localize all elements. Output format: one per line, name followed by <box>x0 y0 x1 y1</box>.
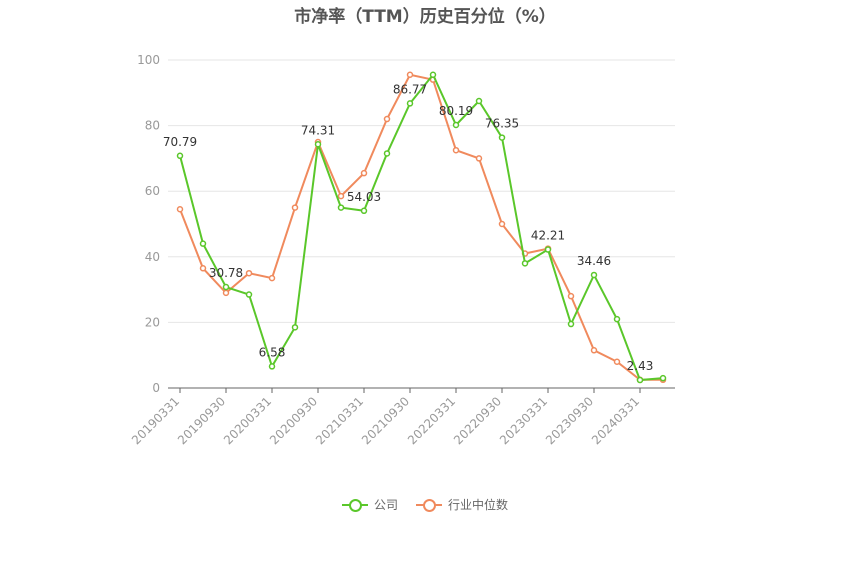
data-point[interactable] <box>268 363 276 370</box>
x-tick-label: 20230930 <box>543 394 596 447</box>
x-tick-label: 20200930 <box>267 394 320 447</box>
x-tick-label: 20230331 <box>497 394 550 447</box>
data-label: 2.43 <box>627 359 654 373</box>
data-point[interactable] <box>222 283 230 291</box>
data-point[interactable] <box>360 169 368 177</box>
data-label: 74.31 <box>301 123 335 137</box>
legend-item-industry-median[interactable]: 行业中位数 <box>416 496 508 513</box>
x-tick-label: 20210331 <box>313 394 366 447</box>
data-point[interactable] <box>245 291 253 298</box>
x-tick-label: 20240331 <box>589 394 642 447</box>
data-point[interactable] <box>567 320 575 328</box>
axes: 0 20 40 60 80 100 2019033120190930202003312020… <box>129 53 675 447</box>
legend-label-industry-median: 行业中位数 <box>448 498 509 512</box>
data-point[interactable] <box>613 315 621 323</box>
data-label: 76.35 <box>485 117 519 131</box>
data-label: 34.46 <box>577 254 611 268</box>
data-point[interactable] <box>590 347 598 354</box>
data-label: 54.03 <box>347 190 381 204</box>
data-point[interactable] <box>360 207 368 215</box>
y-tick-label: 20 <box>145 315 160 329</box>
data-label: 42.21 <box>531 229 565 243</box>
x-tick-label: 20190930 <box>175 394 228 447</box>
data-point[interactable] <box>176 152 184 160</box>
y-tick-label: 0 <box>152 381 160 395</box>
data-point[interactable] <box>567 292 575 300</box>
data-point[interactable] <box>498 220 506 228</box>
y-tick-label: 80 <box>145 119 160 133</box>
data-point[interactable] <box>337 204 345 211</box>
y-tick-label: 100 <box>137 53 160 67</box>
series-lines <box>176 71 667 384</box>
data-point[interactable] <box>429 71 437 79</box>
x-tick-label: 20200331 <box>221 394 274 447</box>
legend: 公司 行业中位数 <box>0 496 850 513</box>
data-point[interactable] <box>222 289 230 297</box>
data-point[interactable] <box>383 115 391 123</box>
data-point[interactable] <box>383 150 391 157</box>
x-tick-label: 20210930 <box>359 394 412 447</box>
data-point[interactable] <box>406 100 414 107</box>
x-tick-label: 20220331 <box>405 394 458 447</box>
data-point[interactable] <box>544 246 552 253</box>
data-point[interactable] <box>659 374 667 382</box>
legend-item-company[interactable]: 公司 <box>341 496 398 513</box>
data-labels: 70.79 30.78 6.58 74.31 54.03 86.77 80.19 76.35 4… <box>163 82 654 373</box>
y-tick-label: 60 <box>145 184 160 198</box>
data-point[interactable] <box>291 324 299 331</box>
data-point[interactable] <box>636 376 644 384</box>
chart-title: 市净率（TTM）历史百分位（%） <box>294 7 556 27</box>
data-point[interactable] <box>199 240 207 247</box>
data-label: 30.78 <box>209 266 243 280</box>
data-point[interactable] <box>245 269 253 277</box>
y-tick-label: 40 <box>145 250 160 264</box>
legend-swatch-industry-median <box>416 498 442 512</box>
data-point[interactable] <box>406 71 414 79</box>
data-point[interactable] <box>199 265 207 272</box>
legend-swatch-company <box>341 498 368 512</box>
data-label: 70.79 <box>163 135 197 149</box>
data-label: 80.19 <box>439 104 473 118</box>
data-point[interactable] <box>176 205 184 213</box>
data-label: 6.58 <box>259 345 286 359</box>
data-point[interactable] <box>291 204 299 211</box>
data-point[interactable] <box>498 134 506 141</box>
data-point[interactable] <box>314 141 322 148</box>
data-point[interactable] <box>337 192 345 200</box>
data-point[interactable] <box>613 358 621 366</box>
data-point[interactable] <box>521 260 529 267</box>
data-point[interactable] <box>268 274 276 282</box>
x-tick-label: 20220930 <box>451 394 504 447</box>
series-line-0 <box>179 72 664 382</box>
series-line-1 <box>179 73 663 381</box>
data-label: 86.77 <box>393 82 427 96</box>
data-point[interactable] <box>590 271 598 279</box>
x-tick-label: 20190331 <box>129 394 182 447</box>
data-point[interactable] <box>475 97 483 105</box>
data-point[interactable] <box>452 121 460 129</box>
data-point[interactable] <box>475 155 483 162</box>
grid-lines <box>168 59 675 323</box>
data-point[interactable] <box>452 146 460 154</box>
legend-label-company: 公司 <box>373 498 398 512</box>
